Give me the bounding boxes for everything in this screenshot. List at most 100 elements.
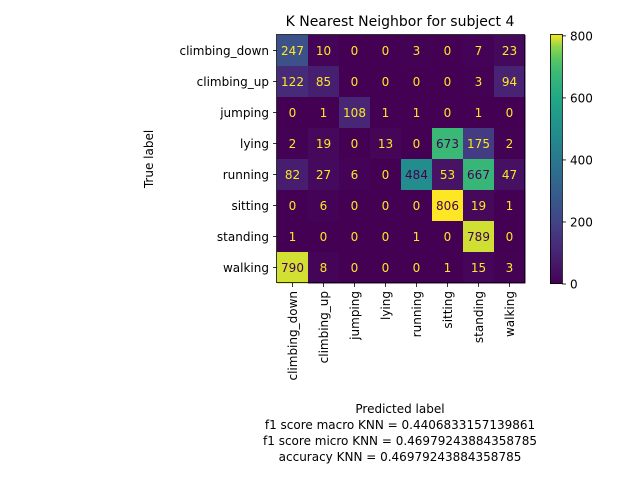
heatmap-cell (401, 35, 433, 67)
cell-value-label: 1 (320, 106, 328, 120)
heatmap-cell (494, 66, 526, 98)
cell-value-label: 1 (475, 106, 483, 120)
cell-value-label: 0 (413, 137, 421, 151)
cell-value-label: 1 (413, 106, 421, 120)
heatmap-cell (370, 66, 402, 98)
heatmap-cell (370, 128, 402, 160)
y-tick-label: standing (217, 230, 269, 244)
f1-micro-note: f1 score micro KNN = 0.46979243884358785 (263, 434, 537, 448)
cell-value-label: 19 (471, 199, 486, 213)
heatmap-cell (494, 97, 526, 129)
cell-value-label: 23 (502, 44, 517, 58)
heatmap-cell (308, 66, 340, 98)
heatmap-cell (277, 97, 309, 129)
colorbar-tick-label: 400 (570, 153, 593, 167)
y-tick-label: climbing_down (179, 44, 269, 58)
heatmap-cells (277, 35, 526, 284)
cell-value-label: 0 (444, 44, 452, 58)
heatmap-cell (339, 97, 371, 129)
cell-value-label: 0 (351, 44, 359, 58)
cell-value-label: 0 (351, 137, 359, 151)
heatmap-cell (494, 159, 526, 191)
cell-value-label: 6 (320, 199, 328, 213)
x-tick-label: sitting (441, 291, 455, 329)
heatmap-cell (432, 66, 464, 98)
heatmap-cell (494, 252, 526, 284)
heatmap-cell (308, 159, 340, 191)
heatmap-cell (401, 252, 433, 284)
cell-value-label: 0 (351, 75, 359, 89)
colorbar-tick-label: 600 (570, 91, 593, 105)
cell-value-label: 0 (382, 75, 390, 89)
heatmap-cell (494, 190, 526, 222)
heatmap-cell (370, 190, 402, 222)
heatmap-cell (339, 128, 371, 160)
heatmap-cell (339, 252, 371, 284)
cell-value-label: 7 (475, 44, 483, 58)
chart-title: K Nearest Neighbor for subject 4 (286, 14, 515, 30)
cell-value-label: 3 (413, 44, 421, 58)
cell-value-label: 0 (382, 261, 390, 275)
x-tick-label: climbing_down (286, 291, 300, 381)
y-tick-label: running (223, 168, 269, 182)
cell-value-label: 0 (413, 261, 421, 275)
colorbar-ticks: 0 200 400 600 800 (562, 29, 593, 292)
cell-value-label: 2 (506, 137, 514, 151)
colorbar: 0 200 400 600 800 (550, 29, 593, 292)
heatmap-cell (463, 159, 495, 191)
cell-value-label: 0 (382, 199, 390, 213)
heatmap-cell (432, 190, 464, 222)
colorbar-tick-label: 0 (570, 278, 578, 292)
heatmap-cell (370, 252, 402, 284)
cell-value-label: 47 (502, 168, 517, 182)
cell-value-label: 10 (316, 44, 331, 58)
cell-value-label: 0 (289, 106, 297, 120)
accuracy-note: accuracy KNN = 0.46979243884358785 (279, 450, 522, 464)
y-tick-label: climbing_up (197, 75, 269, 89)
heatmap-cell (432, 128, 464, 160)
heatmap-cell (463, 66, 495, 98)
colorbar-tick-label: 200 (570, 215, 593, 229)
heatmap-cell (339, 190, 371, 222)
heatmap-cell (308, 97, 340, 129)
heatmap-cell (308, 35, 340, 67)
cell-value-label: 1 (382, 106, 390, 120)
cell-value-label: 175 (467, 137, 490, 151)
heatmap-cell (494, 221, 526, 253)
x-tick-label: running (410, 291, 424, 337)
cell-value-label: 0 (351, 230, 359, 244)
heatmap-cell (494, 128, 526, 160)
heatmap-cell (339, 221, 371, 253)
heatmap-cell (401, 66, 433, 98)
heatmap-cell (432, 252, 464, 284)
cell-value-label: 3 (506, 261, 514, 275)
heatmap-cell (432, 97, 464, 129)
cell-value-label: 1 (506, 199, 514, 213)
cell-value-label: 1 (413, 230, 421, 244)
y-tick-label: walking (223, 261, 269, 275)
heatmap-cell (401, 159, 433, 191)
f1-macro-note: f1 score macro KNN = 0.4406833157139861 (265, 418, 535, 432)
heatmap-cell (463, 97, 495, 129)
cell-value-label: 790 (281, 261, 304, 275)
cell-value-label: 484 (405, 168, 428, 182)
cell-value-label: 3 (475, 75, 483, 89)
heatmap-cell (277, 159, 309, 191)
x-axis-ticks: climbing_down climbing_up jumping lying runn… (286, 283, 517, 381)
cell-value-label: 806 (436, 199, 459, 213)
cell-value-label: 0 (351, 261, 359, 275)
plot-frame (276, 34, 525, 283)
cell-value-label: 0 (413, 75, 421, 89)
cell-value-label: 667 (467, 168, 490, 182)
heatmap-cell (463, 190, 495, 222)
x-axis-label: Predicted label (355, 402, 444, 416)
heatmap-cell (308, 252, 340, 284)
heatmap-cell (370, 35, 402, 67)
heatmap-cell (370, 97, 402, 129)
y-tick-label: lying (240, 137, 269, 151)
heatmap-cell (308, 190, 340, 222)
heatmap-cell (401, 97, 433, 129)
